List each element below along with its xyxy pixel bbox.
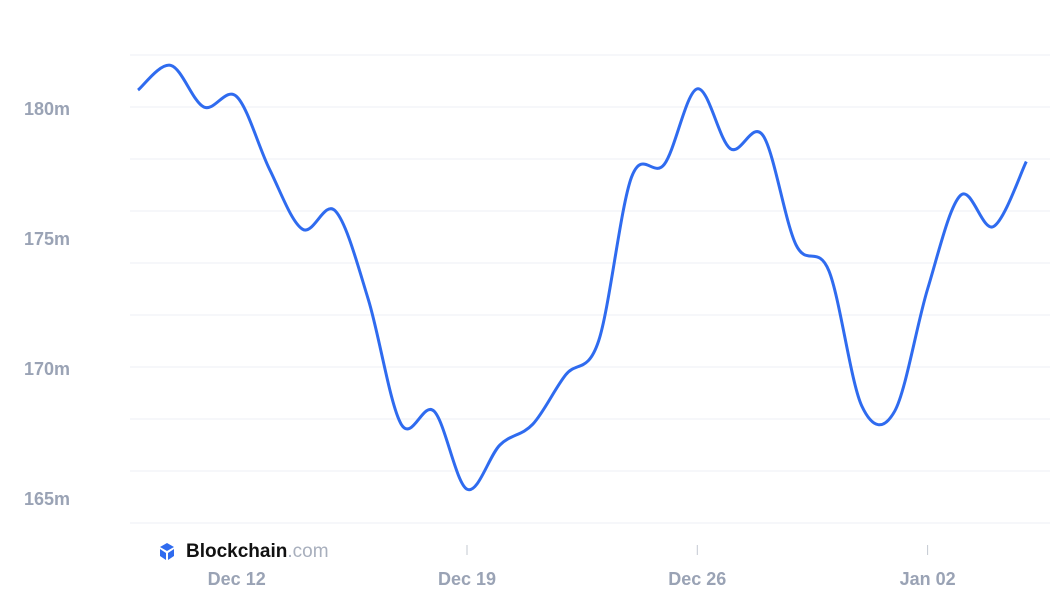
logo-brand: Blockchain — [186, 541, 287, 562]
plot — [136, 63, 1028, 492]
x-tick-label: Jan 02 — [900, 569, 956, 589]
x-tick-label: Dec 19 — [438, 569, 496, 589]
y-tick-label: 180m — [24, 99, 70, 119]
y-tick-label: 165m — [24, 489, 70, 509]
logo-suffix: .com — [287, 541, 328, 562]
watermark: Blockchain.com — [160, 541, 329, 562]
line — [136, 63, 1028, 492]
y-tick-label: 175m — [24, 229, 70, 249]
logo-text: Blockchain.com — [186, 541, 329, 562]
y-tick-label: 170m — [24, 359, 70, 379]
x-tick-label: Dec 26 — [668, 569, 726, 589]
grid — [130, 54, 1050, 524]
logo-icon — [160, 543, 174, 560]
x-tick-label: Dec 12 — [208, 569, 266, 589]
